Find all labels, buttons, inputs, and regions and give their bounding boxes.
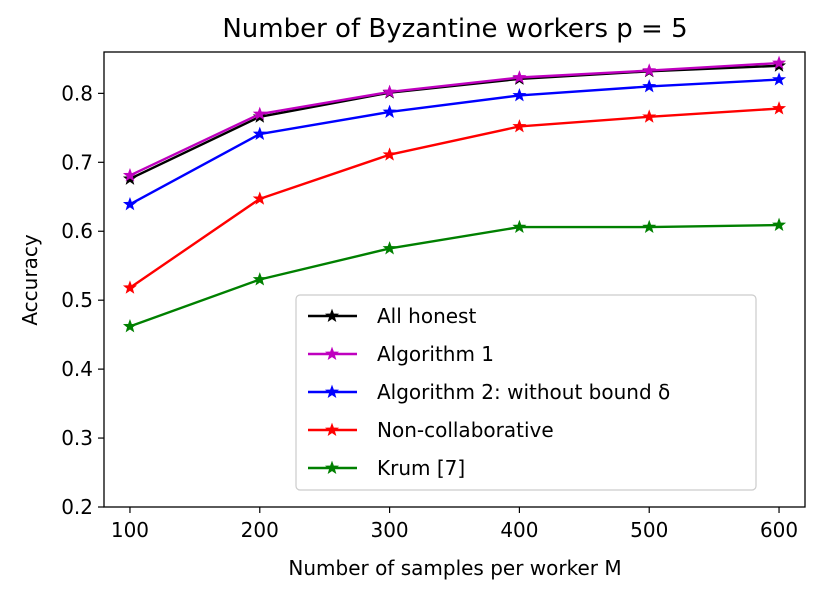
data-point <box>382 104 397 118</box>
data-point <box>122 168 137 182</box>
data-point <box>252 191 267 205</box>
plot-frame <box>103 51 806 508</box>
series-line-0 <box>129 64 780 180</box>
data-point <box>382 241 397 255</box>
legend-label: Algorithm 1 <box>377 342 494 366</box>
series-lines <box>122 55 787 333</box>
data-point <box>252 126 267 141</box>
data-point <box>122 196 137 211</box>
x-tick-label: 200 <box>241 518 279 542</box>
y-tick-label: 0.4 <box>61 357 93 381</box>
legend-marker <box>324 308 340 322</box>
y-tick-label: 0.7 <box>61 150 93 174</box>
data-point <box>642 63 657 77</box>
legend-marker <box>324 346 340 360</box>
x-axis-ticks: 100 200 300 400 500 600 <box>111 507 798 542</box>
legend-marker <box>324 384 340 398</box>
data-point <box>642 109 657 123</box>
y-tick-label: 0.2 <box>61 495 93 519</box>
legend-marker <box>324 460 340 474</box>
series-line-2 <box>129 78 780 206</box>
data-point <box>642 219 657 234</box>
chart-title: Number of Byzantine workers p = 5 <box>222 14 687 44</box>
data-point <box>382 147 397 161</box>
legend-label: Krum [7] <box>377 456 465 480</box>
data-point <box>512 88 527 102</box>
legend-label: All honest <box>377 304 476 328</box>
x-tick-label: 400 <box>500 518 538 542</box>
data-point <box>512 119 527 133</box>
legend-marker <box>324 422 340 436</box>
data-point <box>512 219 527 234</box>
series-line-4 <box>129 223 780 328</box>
data-point <box>122 319 137 333</box>
series-line-1 <box>129 61 780 177</box>
y-axis-label: Accuracy <box>18 234 42 325</box>
y-tick-label: 0.8 <box>61 81 93 105</box>
x-axis-label: Number of samples per worker M <box>288 556 621 580</box>
data-point <box>772 101 787 115</box>
legend-box <box>295 294 757 491</box>
data-point <box>772 55 787 69</box>
x-tick-label: 600 <box>760 518 798 542</box>
x-tick-label: 300 <box>370 518 408 542</box>
data-point <box>642 79 657 93</box>
legend: All honest Algorithm 1 Algorithm 2: withou… <box>295 294 757 491</box>
y-tick-label: 0.5 <box>61 288 93 312</box>
y-axis-ticks: 0.2 0.3 0.4 0.5 0.6 0.7 0.8 <box>61 81 104 519</box>
data-point <box>382 84 397 98</box>
data-point <box>772 72 787 86</box>
y-tick-label: 0.3 <box>61 426 93 450</box>
data-point <box>122 280 137 294</box>
data-point <box>512 70 527 84</box>
legend-label: Non-collaborative <box>377 418 554 442</box>
y-tick-label: 0.6 <box>61 219 93 243</box>
data-point <box>772 217 787 232</box>
series-line-3 <box>129 107 780 289</box>
x-tick-label: 100 <box>111 518 149 542</box>
x-tick-label: 500 <box>630 518 668 542</box>
data-point <box>252 272 267 286</box>
legend-label: Algorithm 2: without bound δ <box>377 380 670 404</box>
data-point <box>252 106 267 121</box>
